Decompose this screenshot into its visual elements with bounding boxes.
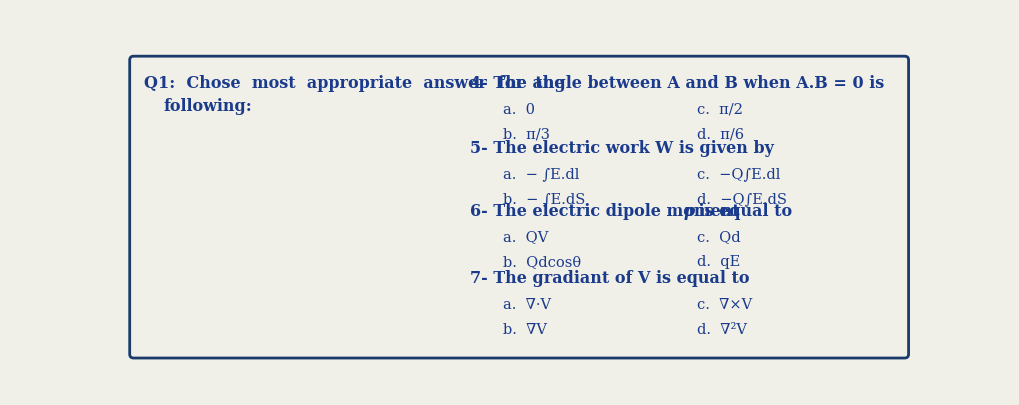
Text: 5- The electric work W is given by: 5- The electric work W is given by [470,139,773,156]
Text: 7- The gradiant of V is equal to: 7- The gradiant of V is equal to [470,270,749,287]
Text: a.  − ∫E.dl: a. − ∫E.dl [503,167,580,181]
Text: 4- The angle between A and B when A.B = 0 is: 4- The angle between A and B when A.B = … [470,75,884,92]
Text: Q1:  Chose  most  appropriate  answer  for  the: Q1: Chose most appropriate answer for th… [145,75,565,92]
Text: d.  ∇²V: d. ∇²V [697,322,747,336]
FancyBboxPatch shape [129,57,909,358]
Text: d.  qE: d. qE [697,254,740,269]
Text: c.  ∇×V: c. ∇×V [697,297,752,311]
Text: p: p [684,202,695,219]
Text: b.  − ∫E.dS: b. − ∫E.dS [503,192,586,205]
Text: b.  ∇V: b. ∇V [503,322,547,336]
Text: d.  π/6: d. π/6 [697,127,744,141]
Text: c.  −Q∫E.dl: c. −Q∫E.dl [697,167,781,181]
Text: is equal to: is equal to [693,202,792,219]
Text: b.  Qdcosθ: b. Qdcosθ [503,254,582,269]
Text: following:: following: [164,98,253,115]
Text: a.  0: a. 0 [503,102,535,116]
Text: c.  π/2: c. π/2 [697,102,743,116]
Text: d.  −Q∫E.dS: d. −Q∫E.dS [697,192,787,205]
Text: c.  Qd: c. Qd [697,230,741,244]
Text: b.  π/3: b. π/3 [503,127,550,141]
Text: 6- The electric dipole moment: 6- The electric dipole moment [470,202,745,219]
Text: a.  ∇·V: a. ∇·V [503,297,551,311]
Text: a.  QV: a. QV [503,230,548,244]
